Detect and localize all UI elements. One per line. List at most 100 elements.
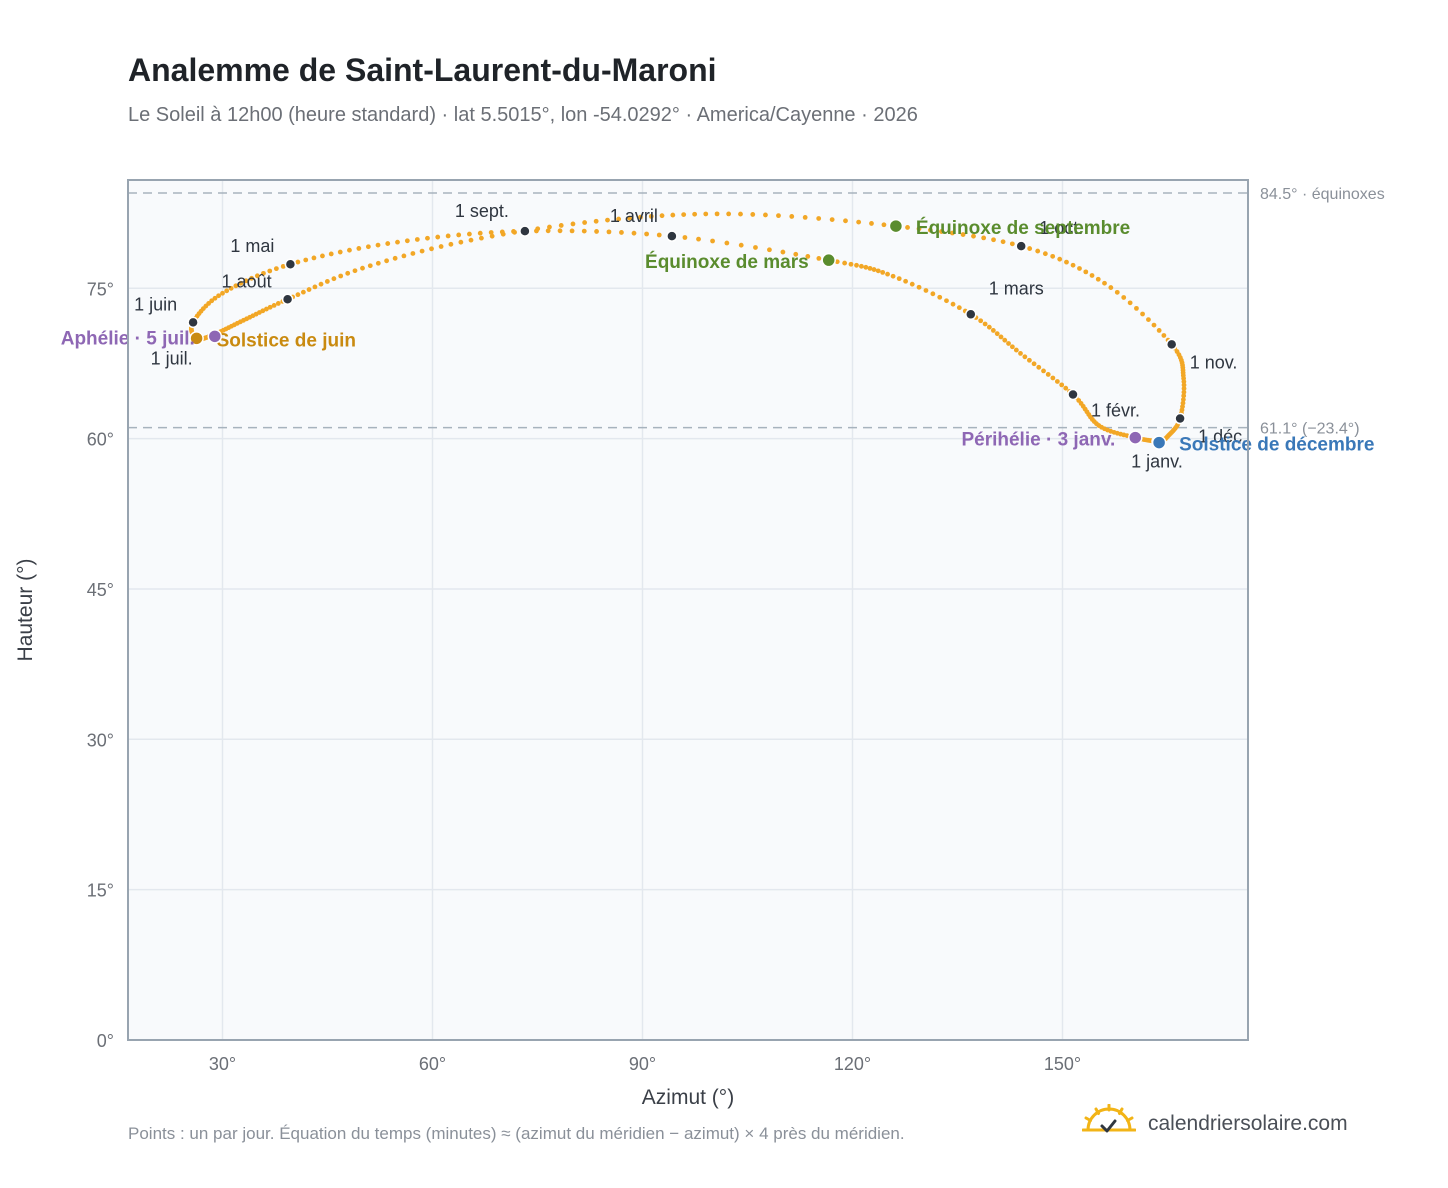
daily-sun-point bbox=[848, 261, 854, 267]
daily-sun-point bbox=[254, 273, 260, 279]
month-marker bbox=[1067, 388, 1079, 401]
daily-sun-point bbox=[767, 247, 772, 253]
daily-sun-point bbox=[356, 246, 362, 251]
daily-sun-point bbox=[395, 239, 400, 245]
daily-sun-point bbox=[1057, 256, 1063, 262]
month-marker bbox=[1165, 338, 1178, 351]
daily-sun-point bbox=[312, 284, 318, 290]
daily-sun-point bbox=[425, 235, 430, 241]
daily-sun-point bbox=[1031, 361, 1037, 367]
daily-sun-point bbox=[1161, 333, 1167, 338]
event-label: Équinoxe de septembre bbox=[916, 217, 1130, 239]
daily-sun-point bbox=[738, 211, 743, 217]
month-marker bbox=[187, 316, 199, 329]
daily-sun-point bbox=[1000, 239, 1006, 245]
daily-sun-point bbox=[978, 318, 984, 324]
event-marker bbox=[1128, 430, 1143, 445]
daily-sun-point bbox=[763, 212, 768, 218]
daily-sun-point bbox=[261, 270, 266, 276]
daily-sun-point bbox=[1041, 368, 1046, 374]
daily-sun-point bbox=[1180, 400, 1186, 406]
daily-sun-point bbox=[569, 228, 575, 234]
brand-logo[interactable]: calendriersolaire.com bbox=[1082, 1104, 1348, 1144]
daily-sun-point bbox=[692, 211, 698, 217]
plot-frame bbox=[127, 179, 1249, 1041]
daily-sun-point bbox=[909, 281, 915, 287]
daily-sun-point bbox=[1018, 351, 1023, 356]
daily-sun-point bbox=[829, 217, 835, 223]
daily-sun-point bbox=[384, 258, 390, 264]
event-label: Solstice de décembre bbox=[1179, 435, 1374, 456]
plot-area bbox=[128, 180, 1248, 1040]
daily-sun-point bbox=[512, 229, 517, 235]
daily-sun-point bbox=[927, 227, 933, 233]
daily-sun-point bbox=[238, 280, 244, 286]
daily-sun-point bbox=[1181, 379, 1187, 385]
x-axis-label: Azimut (°) bbox=[642, 1086, 734, 1109]
daily-sun-point bbox=[930, 291, 936, 297]
daily-sun-point bbox=[881, 222, 887, 228]
month-label: 1 déc. bbox=[1198, 427, 1247, 447]
daily-sun-point bbox=[656, 232, 662, 238]
month-marker bbox=[1015, 240, 1027, 252]
daily-sun-point bbox=[994, 331, 1000, 337]
daily-sun-point bbox=[479, 235, 484, 241]
y-tick-label: 30° bbox=[87, 730, 114, 750]
daily-sun-point bbox=[750, 212, 756, 217]
daily-sun-point bbox=[631, 230, 637, 236]
daily-sun-point bbox=[324, 279, 330, 284]
month-label: 1 juil. bbox=[151, 348, 193, 368]
daily-sun-point bbox=[320, 253, 325, 259]
daily-sun-point bbox=[582, 220, 588, 225]
daily-sun-point bbox=[916, 226, 922, 232]
daily-sun-point bbox=[867, 265, 873, 271]
daily-sun-point bbox=[890, 273, 896, 279]
daily-sun-point bbox=[1121, 295, 1127, 300]
daily-sun-point bbox=[404, 238, 410, 244]
daily-sun-point bbox=[937, 294, 943, 300]
daily-sun-point bbox=[220, 290, 225, 296]
daily-sun-point bbox=[950, 301, 956, 307]
daily-sun-point bbox=[703, 211, 709, 217]
daily-sun-point bbox=[949, 230, 955, 236]
daily-sun-point bbox=[300, 289, 306, 295]
daily-sun-point bbox=[1089, 273, 1095, 278]
daily-sun-point bbox=[1095, 276, 1101, 282]
daily-sun-point bbox=[854, 262, 859, 268]
month-label: 1 nov. bbox=[1190, 352, 1238, 372]
month-label: 1 févr. bbox=[1091, 400, 1140, 420]
daily-sun-point bbox=[545, 228, 551, 234]
daily-sun-point bbox=[793, 251, 799, 257]
daily-sun-point bbox=[243, 278, 249, 284]
daily-sun-point bbox=[273, 266, 279, 272]
month-marker bbox=[281, 293, 294, 306]
daily-sun-point bbox=[224, 288, 230, 294]
daily-sun-point bbox=[1050, 375, 1056, 381]
daily-sun-point bbox=[1063, 385, 1069, 391]
daily-sun-point bbox=[212, 295, 218, 301]
daily-sun-point bbox=[438, 244, 444, 249]
daily-sun-point bbox=[448, 241, 454, 247]
daily-sun-point bbox=[923, 288, 929, 293]
daily-sun-point bbox=[905, 225, 910, 230]
daily-sun-point bbox=[986, 324, 992, 330]
daily-sun-point bbox=[468, 237, 474, 243]
daily-sun-point bbox=[885, 271, 890, 277]
daily-sun-point bbox=[328, 251, 334, 257]
daily-sun-point bbox=[714, 211, 720, 217]
daily-sun-point bbox=[1035, 248, 1041, 254]
axis-ticks: 30° 60° 90° 120° 150° 0° 15° 30° 45° 60° 75° bbox=[87, 279, 1081, 1074]
daily-sun-point bbox=[960, 232, 966, 237]
daily-sun-point bbox=[670, 212, 676, 218]
daily-sun-point bbox=[419, 248, 425, 254]
y-tick-label: 60° bbox=[87, 430, 114, 450]
daily-sun-point bbox=[1146, 317, 1151, 323]
daily-sun-point bbox=[489, 233, 495, 239]
daily-sun-point bbox=[981, 235, 987, 241]
month-label: 1 août bbox=[222, 271, 272, 291]
daily-sun-point bbox=[547, 224, 552, 230]
reference-line-label: 61.1° (−23.4°) bbox=[1260, 421, 1360, 438]
event-label: Solstice de juin bbox=[217, 330, 356, 351]
daily-sun-point bbox=[264, 306, 269, 312]
